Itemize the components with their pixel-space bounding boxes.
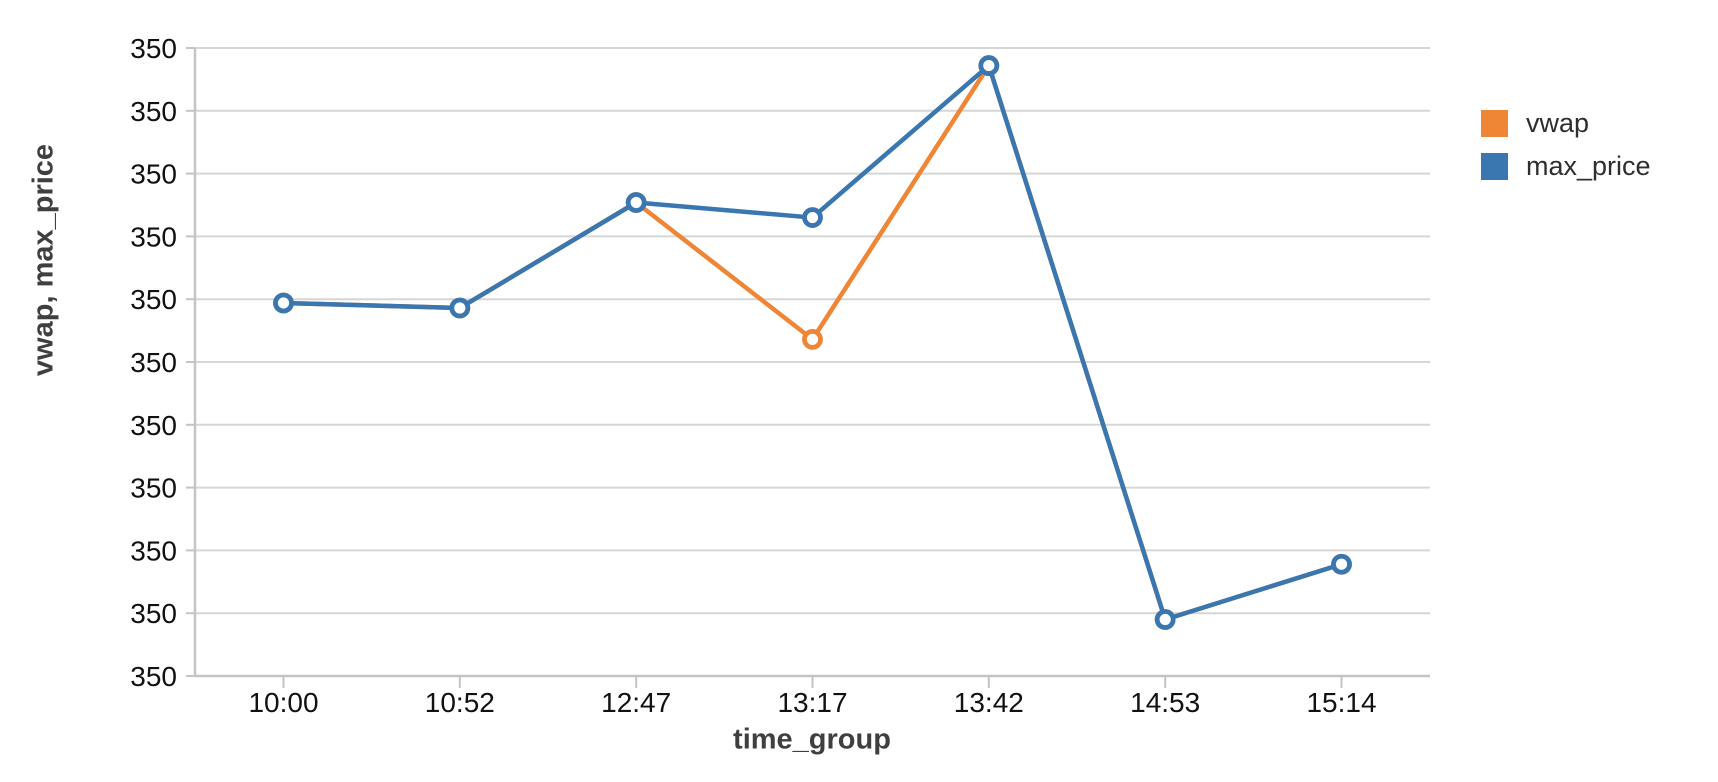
series-max_price-marker [1331, 553, 1352, 575]
series-max_price-marker [273, 292, 294, 314]
series-max_price-marker [1154, 609, 1176, 630]
legend: vwap max_price [1481, 110, 1651, 196]
y-tick-label: 350 [130, 598, 177, 629]
y-tick-label: 350 [130, 96, 177, 127]
y-tick-label: 350 [130, 661, 177, 692]
y-tick-label: 350 [130, 221, 177, 252]
x-tick-label: 12:47 [601, 687, 671, 718]
series-max_price-marker [802, 207, 823, 228]
x-axis-title: time_group [733, 723, 891, 756]
x-tick-label: 15:14 [1306, 687, 1376, 718]
series-max_price-marker [625, 192, 647, 213]
series-max_price-marker [978, 55, 1000, 76]
x-tick-label: 10:52 [425, 687, 495, 718]
y-tick-label: 350 [130, 410, 177, 441]
y-tick-label: 350 [130, 33, 177, 64]
x-tick-label: 14:53 [1130, 687, 1200, 718]
series-vwap-marker [802, 328, 823, 350]
y-tick-label: 350 [130, 473, 177, 504]
x-tick-label: 10:00 [248, 687, 318, 718]
y-tick-label: 350 [130, 284, 177, 315]
legend-item-vwap: vwap [1481, 110, 1651, 137]
series-max_price-marker [449, 297, 471, 319]
x-tick-label: 13:17 [777, 687, 847, 718]
legend-label-vwap: vwap [1526, 108, 1590, 138]
y-axis-title: vwap, max_price [27, 143, 60, 377]
y-tick-label: 350 [130, 159, 177, 190]
x-tick-label: 13:42 [954, 687, 1024, 718]
y-tick-label: 350 [130, 347, 177, 378]
legend-swatch-max-price-icon [1481, 153, 1508, 180]
legend-item-max-price: max_price [1481, 153, 1651, 180]
legend-swatch-vwap-icon [1481, 110, 1508, 137]
legend-label-max-price: max_price [1526, 151, 1651, 181]
y-tick-label: 350 [130, 535, 177, 566]
